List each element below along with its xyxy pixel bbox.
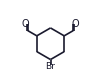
Text: O: O — [22, 19, 29, 29]
Text: Br: Br — [46, 62, 55, 71]
Text: O: O — [72, 19, 79, 29]
